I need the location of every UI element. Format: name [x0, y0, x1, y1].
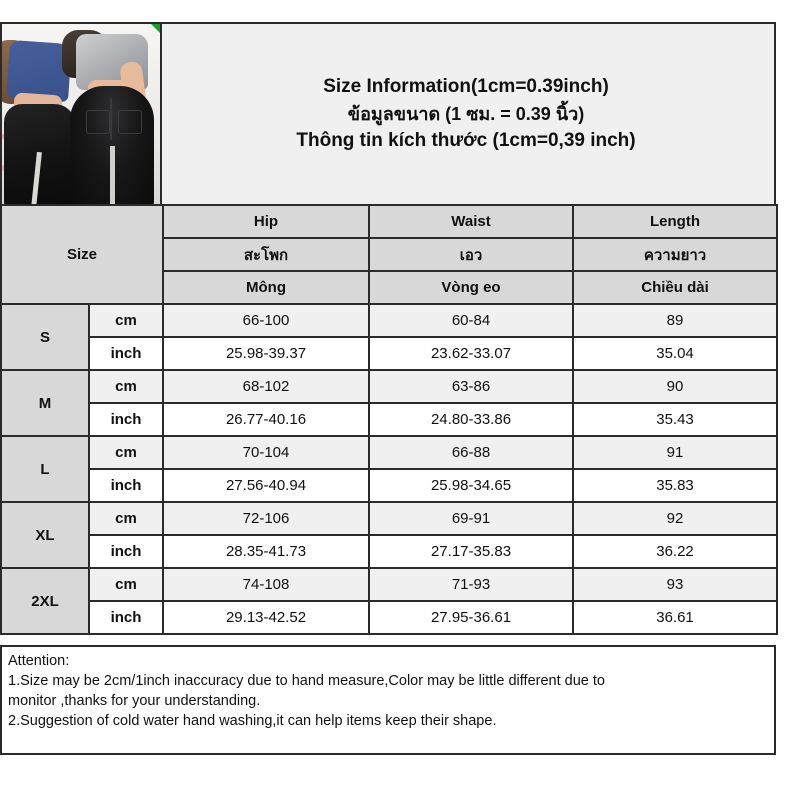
- attention-heading: Attention:: [8, 653, 70, 669]
- cell-hip-cm: 68-102: [162, 369, 371, 404]
- cell-length-inch: 35.43: [572, 402, 779, 437]
- model-right-pocket-left: [86, 110, 110, 134]
- cell-hip-inch: 28.35-41.73: [162, 534, 371, 569]
- cell-hip-inch: 27.56-40.94: [162, 468, 371, 503]
- cell-waist-inch: 25.98-34.65: [368, 468, 575, 503]
- attention-line-3: 2.Suggestion of cold water hand washing,…: [8, 713, 497, 729]
- column-header-length-vietnamese: Chiều dài: [572, 270, 779, 305]
- column-header-hip-thai: สะโพก: [162, 237, 371, 272]
- cell-waist-cm: 63-86: [368, 369, 575, 404]
- cell-waist-cm: 69-91: [368, 501, 575, 536]
- cell-length-cm: 93: [572, 567, 779, 602]
- size-label-s: S: [0, 303, 90, 371]
- cell-waist-inch: 23.62-33.07: [368, 336, 575, 371]
- column-header-length: Length: [572, 204, 779, 239]
- size-label-l: L: [0, 435, 90, 503]
- product-photo: [2, 24, 162, 204]
- table-row: 2XL cm 74-108 71-93 93: [0, 567, 779, 635]
- cell-length-cm: 90: [572, 369, 779, 404]
- cell-waist-inch: 27.17-35.83: [368, 534, 575, 569]
- cell-length-inch: 35.04: [572, 336, 779, 371]
- table-header-row-thai: สะโพก เอว ความยาว: [1, 237, 779, 272]
- cell-waist-inch: 24.80-33.86: [368, 402, 575, 437]
- unit-cm: cm: [87, 501, 165, 536]
- cell-length-inch: 36.61: [572, 600, 779, 635]
- title-line-english: Size Information(1cm=0.39inch): [323, 76, 609, 97]
- unit-cm: cm: [87, 435, 165, 470]
- cell-hip-inch: 29.13-42.52: [162, 600, 371, 635]
- table-row: inch 28.35-41.73 27.17-35.83 36.22: [1, 534, 779, 569]
- cell-length-cm: 89: [572, 303, 779, 338]
- column-header-waist-thai: เอว: [368, 237, 575, 272]
- size-table: Size Hip Waist Length สะโพก เอว ความยาว …: [0, 204, 779, 635]
- cell-hip-cm: 74-108: [162, 567, 371, 602]
- cell-hip-cm: 72-106: [162, 501, 371, 536]
- column-header-waist-vietnamese: Vòng eo: [368, 270, 575, 305]
- attention-line-1: 1.Size may be 2cm/1inch inaccuracy due t…: [8, 673, 605, 689]
- unit-cm: cm: [87, 369, 165, 404]
- unit-cm: cm: [87, 303, 165, 338]
- cell-waist-cm: 71-93: [368, 567, 575, 602]
- attention-note: Attention: 1.Size may be 2cm/1inch inacc…: [0, 645, 776, 755]
- size-label-xl: XL: [0, 501, 90, 569]
- unit-inch: inch: [87, 534, 165, 569]
- table-row: XL cm 72-106 69-91 92: [0, 501, 779, 569]
- unit-cm: cm: [87, 567, 165, 602]
- column-header-hip: Hip: [162, 204, 371, 239]
- column-header-hip-vietnamese: Mông: [162, 270, 371, 305]
- cell-length-inch: 35.83: [572, 468, 779, 503]
- green-corner-marker-icon: [151, 24, 160, 33]
- cell-length-cm: 92: [572, 501, 779, 536]
- size-header-cell: Size: [0, 204, 165, 305]
- table-row: inch 25.98-39.37 23.62-33.07 35.04: [1, 336, 779, 371]
- column-header-waist: Waist: [368, 204, 575, 239]
- table-row: S cm 66-100 60-84 89: [0, 303, 779, 371]
- cell-length-cm: 91: [572, 435, 779, 470]
- table-row: inch 29.13-42.52 27.95-36.61 36.61: [1, 600, 779, 635]
- table-row: inch 27.56-40.94 25.98-34.65 35.83: [1, 468, 779, 503]
- size-label-m: M: [0, 369, 90, 437]
- unit-inch: inch: [87, 402, 165, 437]
- model-right-seam: [110, 98, 112, 140]
- title-banner: Size Information(1cm=0.39inch) ข้อมูลขนา…: [162, 24, 774, 204]
- cell-hip-cm: 66-100: [162, 303, 371, 338]
- cell-hip-cm: 70-104: [162, 435, 371, 470]
- table-row: L cm 70-104 66-88 91: [0, 435, 779, 503]
- cell-hip-inch: 25.98-39.37: [162, 336, 371, 371]
- header-band: Size Information(1cm=0.39inch) ข้อมูลขนา…: [0, 22, 776, 204]
- title-line-vietnamese: Thông tin kích thước (1cm=0,39 inch): [296, 130, 636, 152]
- table-row: M cm 68-102 63-86 90: [0, 369, 779, 437]
- size-label-2xl: 2XL: [0, 567, 90, 635]
- unit-inch: inch: [87, 336, 165, 371]
- cell-waist-cm: 60-84: [368, 303, 575, 338]
- unit-inch: inch: [87, 600, 165, 635]
- unit-inch: inch: [87, 468, 165, 503]
- title-line-thai: ข้อมูลขนาด (1 ซม. = 0.39 นิ้ว): [347, 103, 585, 124]
- table-row: inch 26.77-40.16 24.80-33.86 35.43: [1, 402, 779, 437]
- cell-waist-cm: 66-88: [368, 435, 575, 470]
- model-right-leg-gap: [110, 146, 115, 204]
- table-header-row-english: Size Hip Waist Length: [0, 204, 779, 305]
- column-header-length-thai: ความยาว: [572, 237, 779, 272]
- model-right-pocket-right: [118, 110, 142, 134]
- attention-line-2: monitor ,thanks for your understanding.: [8, 693, 261, 709]
- cell-length-inch: 36.22: [572, 534, 779, 569]
- table-header-row-vietnamese: Mông Vòng eo Chiều dài: [1, 270, 779, 305]
- cell-hip-inch: 26.77-40.16: [162, 402, 371, 437]
- cell-waist-inch: 27.95-36.61: [368, 600, 575, 635]
